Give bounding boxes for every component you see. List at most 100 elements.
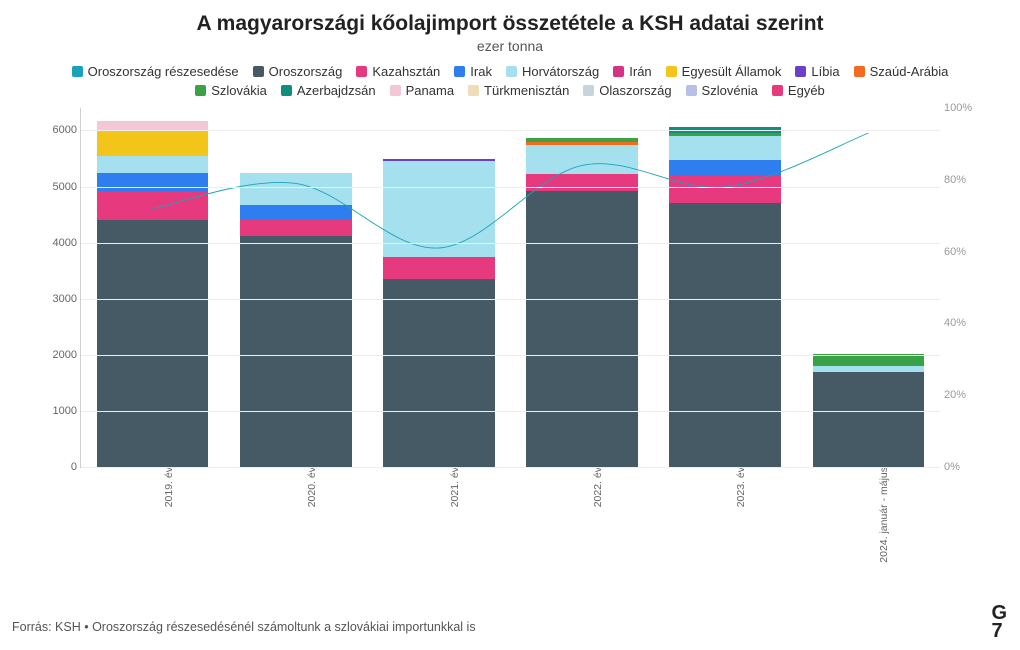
legend-item: Azerbajdzsán (281, 83, 376, 98)
legend: Oroszország részesedése Oroszország Kazahs… (0, 54, 1020, 104)
legend-item: Horvátország (506, 64, 599, 79)
publisher-logo: G 7 (991, 604, 1006, 640)
legend-label: Kazahsztán (372, 64, 440, 79)
gridline (81, 299, 940, 300)
bar-column: 2019. év (97, 108, 209, 467)
x-tick-label: 2020. év (300, 467, 318, 507)
x-tick-label: 2019. év (157, 467, 175, 507)
gridline (81, 130, 940, 131)
y-right-tick: 80% (944, 174, 978, 186)
bar-segment-kazakhstan (669, 176, 781, 203)
bars-container: 2019. év 2020. év 2021. év 2022. év 2023. év… (81, 108, 940, 467)
legend-item: Szlovénia (686, 83, 758, 98)
y-left-tick: 1000 (43, 405, 77, 417)
y-right-tick: 100% (944, 102, 978, 114)
bar-segment-kazakhstan (526, 174, 638, 191)
legend-label: Azerbajdzsán (297, 83, 376, 98)
bar-segment-kazakhstan (97, 192, 209, 220)
bar-segment-croatia (97, 156, 209, 173)
chart-subtitle: ezer tonna (0, 38, 1020, 54)
gridline (81, 187, 940, 188)
legend-item: Egyéb (772, 83, 825, 98)
logo-7: 7 (991, 622, 1006, 640)
legend-item: Líbia (795, 64, 839, 79)
legend-swatch (454, 66, 465, 77)
y-left-tick: 0 (43, 461, 77, 473)
bar-segment-russia (813, 372, 925, 467)
legend-item: Kazahsztán (356, 64, 440, 79)
bar-segment-croatia (240, 173, 352, 206)
legend-swatch (253, 66, 264, 77)
legend-item: Oroszország (253, 64, 343, 79)
gridline (81, 243, 940, 244)
bar-segment-iraq (240, 205, 352, 219)
bar-segment-kazakhstan (383, 257, 495, 279)
bar-segment-panama (97, 121, 209, 131)
y-right-tick: 40% (944, 317, 978, 329)
bar-segment-croatia (526, 145, 638, 174)
bar-segment-russia (97, 220, 209, 467)
legend-label: Irak (470, 64, 492, 79)
bar-segment-russia (526, 191, 638, 467)
legend-swatch (72, 66, 83, 77)
x-tick-label: 2024. január - május (872, 467, 890, 563)
x-tick-label: 2021. év (443, 467, 461, 507)
y-right-tick: 0% (944, 461, 978, 473)
legend-swatch (390, 85, 401, 96)
legend-label: Oroszország részesedése (88, 64, 239, 79)
legend-swatch (281, 85, 292, 96)
legend-item: Szaúd-Arábia (854, 64, 949, 79)
x-tick-label: 2022. év (586, 467, 604, 507)
legend-label: Olaszország (599, 83, 671, 98)
bar-column: 2024. január - május (813, 108, 925, 467)
legend-item: Szlovákia (195, 83, 267, 98)
x-tick-label: 2023. év (729, 467, 747, 507)
legend-item: Olaszország (583, 83, 671, 98)
y-right-tick: 60% (944, 246, 978, 258)
legend-swatch (795, 66, 806, 77)
legend-swatch (613, 66, 624, 77)
legend-label: Líbia (811, 64, 839, 79)
y-left-tick: 4000 (43, 237, 77, 249)
legend-label: Irán (629, 64, 651, 79)
gridline (81, 411, 940, 412)
legend-swatch (854, 66, 865, 77)
legend-label: Szlovénia (702, 83, 758, 98)
legend-label: Szaúd-Arábia (870, 64, 949, 79)
bar-column: 2023. év (669, 108, 781, 467)
gridline (81, 467, 940, 468)
bar-column: 2022. év (526, 108, 638, 467)
legend-label: Egyéb (788, 83, 825, 98)
gridline (81, 355, 940, 356)
y-left-tick: 5000 (43, 181, 77, 193)
bar-segment-russia (240, 236, 352, 467)
bar-column: 2021. év (383, 108, 495, 467)
y-left-tick: 3000 (43, 293, 77, 305)
bar-segment-iraq (97, 173, 209, 193)
legend-swatch (356, 66, 367, 77)
legend-swatch (506, 66, 517, 77)
legend-swatch (666, 66, 677, 77)
chart-area: 2019. év 2020. év 2021. év 2022. év 2023. év… (40, 108, 980, 538)
legend-label: Szlovákia (211, 83, 267, 98)
bar-segment-croatia (669, 136, 781, 160)
chart-title: A magyarországi kőolajimport összetétele… (0, 0, 1020, 36)
legend-label: Türkmenisztán (484, 83, 569, 98)
legend-swatch (686, 85, 697, 96)
legend-swatch (772, 85, 783, 96)
bar-segment-russia (383, 279, 495, 467)
legend-swatch (468, 85, 479, 96)
legend-swatch (195, 85, 206, 96)
legend-label: Egyesült Államok (682, 64, 782, 79)
legend-swatch (583, 85, 594, 96)
legend-item: Irán (613, 64, 651, 79)
legend-item: Türkmenisztán (468, 83, 569, 98)
legend-item: Irak (454, 64, 492, 79)
y-left-tick: 2000 (43, 349, 77, 361)
legend-item: Panama (390, 83, 454, 98)
legend-label: Horvátország (522, 64, 599, 79)
legend-item: Egyesült Államok (666, 64, 782, 79)
bar-column: 2020. év (240, 108, 352, 467)
y-left-tick: 6000 (43, 124, 77, 136)
legend-label: Panama (406, 83, 454, 98)
